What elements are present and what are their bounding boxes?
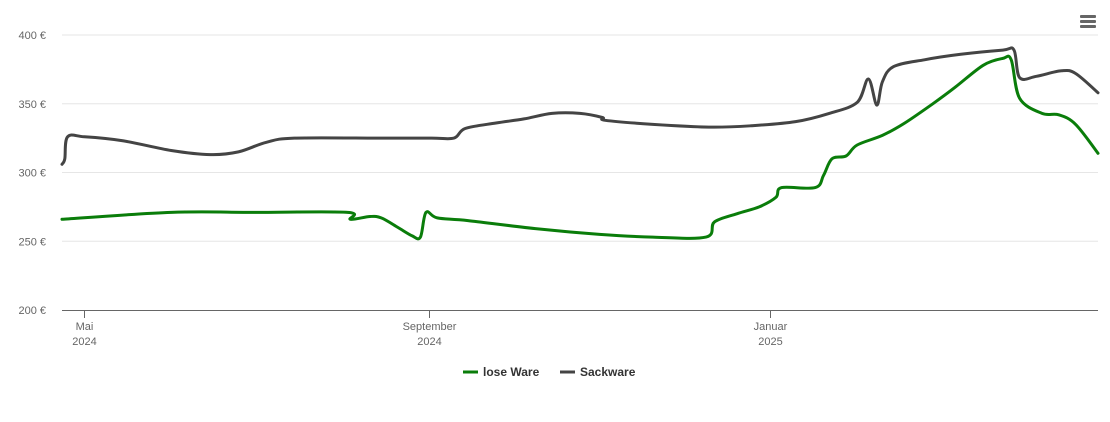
x-axis: Mai 2024 September 2024 Januar 2025 — [62, 310, 1098, 348]
legend-item-lose-ware[interactable]: lose Ware — [463, 365, 540, 379]
y-tick-label: 250 € — [18, 236, 46, 248]
legend: lose Ware Sackware — [463, 365, 636, 379]
y-tick-label: 300 € — [18, 168, 46, 180]
legend-label-lose-ware: lose Ware — [483, 365, 540, 379]
x-tick-year: 2025 — [758, 336, 782, 348]
y-tick-label: 400 € — [18, 30, 46, 42]
x-tick-year: 2024 — [417, 336, 441, 348]
grid-lines — [62, 34, 1098, 242]
x-tick-label: Januar — [754, 321, 788, 333]
series-line-lose-ware[interactable] — [60, 54, 1100, 241]
x-tick-year: 2024 — [72, 336, 96, 348]
legend-label-sackware: Sackware — [580, 365, 636, 379]
y-axis: 200 € 250 € 300 € 350 € 400 € — [18, 30, 46, 317]
series-lines — [60, 46, 1100, 241]
y-tick-label: 350 € — [18, 99, 46, 111]
hamburger-menu-icon[interactable] — [1076, 10, 1100, 32]
x-tick-label: September — [403, 321, 457, 333]
series-line-sackware[interactable] — [60, 46, 1100, 166]
legend-item-sackware[interactable]: Sackware — [560, 365, 636, 379]
x-tick-label: Mai — [76, 321, 94, 333]
y-tick-label: 200 € — [18, 305, 46, 317]
